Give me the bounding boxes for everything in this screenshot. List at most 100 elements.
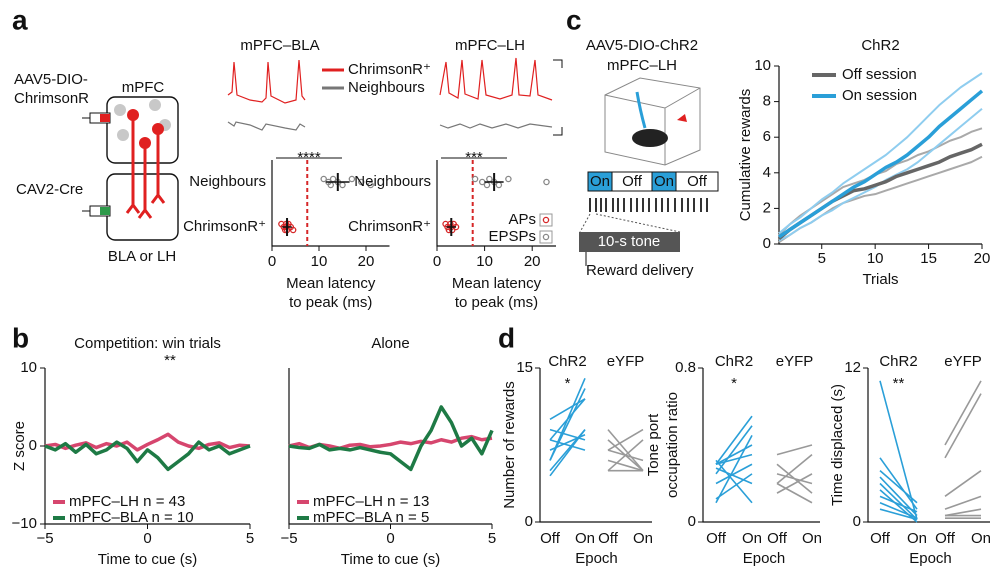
y-tick-label: 4 xyxy=(763,164,771,181)
x-tick-label: 20 xyxy=(974,250,991,267)
x-tick-label: 5 xyxy=(246,530,254,547)
point xyxy=(483,181,491,189)
x-tick-label: 10 xyxy=(311,253,328,270)
pair-line xyxy=(879,495,918,513)
pair-line xyxy=(776,454,813,485)
example-traces: mPFC–BLA mPFC–LH ChrimsonR⁺ Neighbours xyxy=(227,37,563,136)
pair-line xyxy=(879,457,918,510)
category-label: Neighbours xyxy=(354,173,431,190)
label: 10-s tone xyxy=(598,233,661,250)
epoch-label: On xyxy=(590,173,610,190)
y-tick-label: 8 xyxy=(763,93,771,110)
panel-label: c xyxy=(566,4,582,35)
group-label: eYFP xyxy=(607,353,645,370)
circuit-diagram: AAV5-DIO- ChrimsonR mPFC CAV2-Cre BLA or… xyxy=(14,71,179,265)
pair-line xyxy=(944,393,982,459)
series-line xyxy=(778,107,983,242)
pair-line xyxy=(715,473,753,500)
x-axis-label: Epoch xyxy=(575,550,618,567)
task-diagram: AAV5-DIO-ChR2 mPFC–LH On Off On Off 10-s… xyxy=(579,37,719,279)
y-tick-label: 0 xyxy=(853,513,861,530)
x-tick-label: Off xyxy=(598,530,619,547)
pair-line xyxy=(879,489,918,523)
x-tick-label: 5 xyxy=(818,250,826,267)
epoch-label: Off xyxy=(687,173,708,190)
pair-line xyxy=(607,429,644,472)
chart-title: ChR2 xyxy=(861,37,899,54)
legend-label: Neighbours xyxy=(348,79,425,96)
epoch-label: On xyxy=(654,173,674,190)
y-axis-label: Tone port xyxy=(645,413,662,476)
epoch-label: Off xyxy=(622,173,643,190)
axis xyxy=(702,368,820,523)
x-tick-label: 15 xyxy=(920,250,937,267)
x-tick-label: 10 xyxy=(476,253,493,270)
y-tick-label: 0 xyxy=(688,513,696,530)
group-label: ChR2 xyxy=(548,353,586,370)
series-line xyxy=(44,432,251,452)
x-axis-label: Trials xyxy=(862,271,898,288)
group-label: eYFP xyxy=(944,353,982,370)
point xyxy=(320,175,327,183)
pair-line xyxy=(607,459,644,472)
pair-line xyxy=(879,508,918,521)
label: mPFC–LH xyxy=(455,37,525,54)
point xyxy=(471,175,479,183)
label: AAV5-DIO- xyxy=(14,71,88,88)
pair-line xyxy=(879,470,918,504)
significance: *** xyxy=(465,149,483,166)
x-tick-label: 0 xyxy=(268,253,276,270)
y-tick-label: 15 xyxy=(516,359,533,376)
group-label: ChR2 xyxy=(879,353,917,370)
pair-line xyxy=(715,453,753,466)
legend-box xyxy=(539,213,553,227)
x-tick-label: 0 xyxy=(143,530,151,547)
label: AAV5-DIO-ChR2 xyxy=(586,37,698,54)
x-tick-label: 10 xyxy=(867,250,884,267)
pair-line xyxy=(879,380,918,520)
pair-line xyxy=(879,482,918,521)
pair-line xyxy=(715,415,753,465)
legend-label: On session xyxy=(842,87,917,104)
annotation: ** xyxy=(164,352,176,369)
pair-line xyxy=(549,429,586,477)
panel-label: b xyxy=(12,322,29,353)
legend-label: mPFC–BLA n = 5 xyxy=(313,509,429,526)
x-tick-label: On xyxy=(971,530,991,547)
x-tick-label: 20 xyxy=(524,253,541,270)
pair-line xyxy=(879,502,918,519)
pair-line xyxy=(607,428,644,451)
label: mPFC xyxy=(122,79,165,96)
point xyxy=(505,175,512,183)
pair-line xyxy=(776,444,813,456)
significance: **** xyxy=(297,149,321,166)
x-tick-label: 5 xyxy=(488,530,496,547)
y-tick-label: 10 xyxy=(754,57,771,74)
x-axis-label: Epoch xyxy=(743,550,786,567)
pair-line xyxy=(944,470,982,497)
x-axis-label: to peak (ms) xyxy=(289,294,372,311)
legend-label: mPFC–BLA n = 10 xyxy=(69,509,194,526)
pair-line xyxy=(944,508,982,517)
pair-line xyxy=(776,482,813,504)
series-line xyxy=(778,89,984,239)
pair-line xyxy=(944,495,982,510)
x-tick-label: Off xyxy=(767,530,788,547)
y-tick-label: 0 xyxy=(29,437,37,454)
x-tick-label: −5 xyxy=(280,530,297,547)
pair-line xyxy=(549,398,586,441)
series-line xyxy=(778,72,983,235)
panel-label: a xyxy=(12,4,28,35)
group-label: ChR2 xyxy=(715,353,753,370)
x-tick-label: 0 xyxy=(386,530,394,547)
pair-line xyxy=(715,459,753,504)
y-axis-label: Number of rewards xyxy=(501,381,518,509)
legend-label: EPSPs xyxy=(488,228,536,245)
x-tick-label: Off xyxy=(706,530,727,547)
label: mPFC–BLA xyxy=(240,37,319,54)
annotation: ** xyxy=(893,375,905,392)
y-axis-label: occupation ratio xyxy=(664,392,681,498)
pair-line xyxy=(549,388,586,461)
label: BLA or LH xyxy=(108,248,176,265)
